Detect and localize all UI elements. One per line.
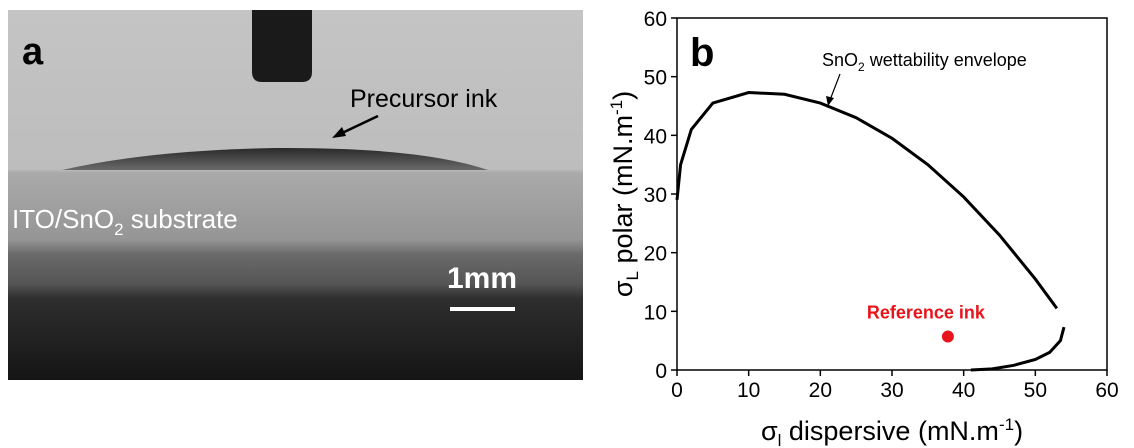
reference-point <box>941 330 954 343</box>
chart: b SnO2 wettability envelope σl dispersiv… <box>607 8 1119 448</box>
y-tick-label: 10 <box>644 301 667 324</box>
y-tick-label: 40 <box>644 125 667 148</box>
panel-label: b <box>690 31 714 75</box>
y-tick-label: 0 <box>655 360 667 383</box>
y-tick-label: 50 <box>644 67 667 90</box>
x-axis-label: σl dispersive (mN.m-1) <box>761 415 1023 448</box>
x-tick-label: 50 <box>1024 379 1047 402</box>
text-part: (mN.m <box>918 416 999 446</box>
photo-panel: a Precursor ink ITO/SnO2 substrate 1mm <box>8 10 583 380</box>
x-tick-label: 30 <box>880 379 903 402</box>
text-part: substrate <box>124 204 238 234</box>
text-part: polar <box>608 196 638 271</box>
y-tick-label: 60 <box>644 8 667 31</box>
point-label: Reference ink <box>867 303 986 323</box>
subscript: 2 <box>858 60 865 74</box>
x-tick-label: 60 <box>1095 379 1118 402</box>
superscript: -1 <box>607 100 626 115</box>
y-tick-label: 20 <box>644 243 667 266</box>
text-part: ITO/SnO <box>12 204 114 234</box>
envelope-line <box>675 90 1066 372</box>
subscript: L <box>623 271 642 280</box>
text-part: ) <box>608 91 638 100</box>
scale-label: 1mm <box>447 262 517 295</box>
arrow-head <box>332 127 346 138</box>
y-axis-label: σL polar (mN.m-1) <box>607 91 642 297</box>
drop-label: Precursor ink <box>350 85 498 113</box>
panel-label: a <box>22 31 44 73</box>
needle <box>252 10 312 82</box>
annotation-arrow <box>829 73 841 101</box>
substrate-label: ITO/SnO2 substrate <box>12 204 238 239</box>
arrow <box>339 114 379 136</box>
superscript: -1 <box>999 415 1014 434</box>
text-part: σ <box>761 416 778 446</box>
x-tick-label: 10 <box>737 379 760 402</box>
subscript: 2 <box>114 220 123 239</box>
x-tick-label: 0 <box>671 379 683 402</box>
text-part: dispersive <box>781 416 918 446</box>
x-tick-label: 40 <box>952 379 975 402</box>
x-tick-label: 20 <box>809 379 832 402</box>
subscript: l <box>778 431 782 448</box>
droplet <box>62 147 488 170</box>
annotation: SnO2 wettability envelope <box>822 50 1027 74</box>
text-part: SnO <box>822 50 858 70</box>
text-part: wettability envelope <box>865 50 1027 70</box>
text-part: ) <box>1014 416 1023 446</box>
arrow-head <box>826 96 834 106</box>
text-part: σ <box>608 280 638 297</box>
y-tick-label: 30 <box>644 184 667 207</box>
text-part: (mN.m <box>608 115 638 196</box>
